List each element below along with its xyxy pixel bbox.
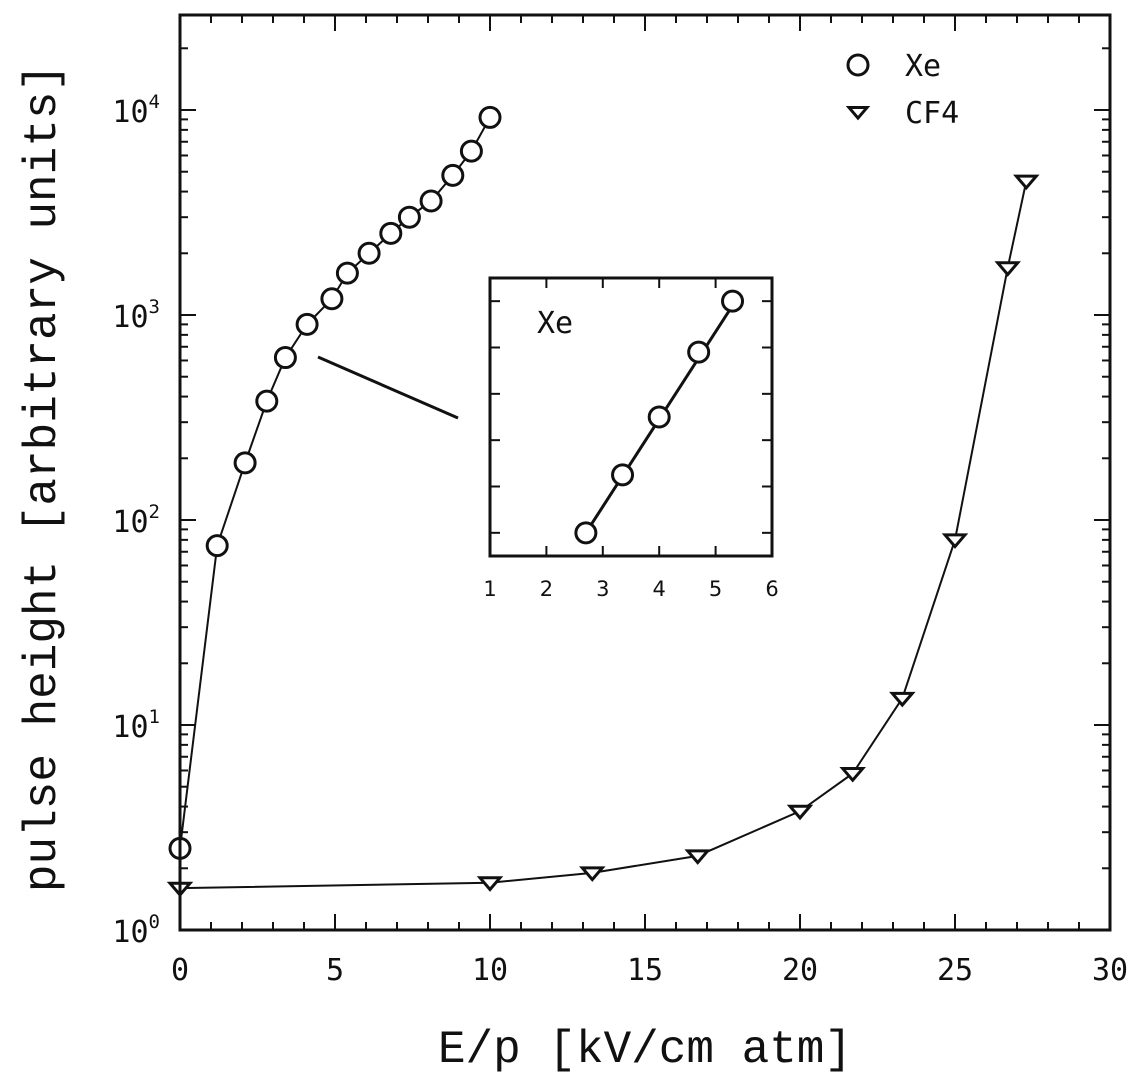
x-axis-title: E/p [kV/cm atm]: [438, 1024, 852, 1076]
xe-point: [441, 163, 465, 187]
xe-point: [255, 389, 279, 413]
plot-frame: [178, 13, 1112, 932]
xe-point: [478, 105, 502, 129]
cf4-point: [994, 261, 1021, 277]
inset-tick-labels: 1 2 3 4 5 6: [483, 577, 778, 601]
xe-point: [419, 189, 443, 213]
inset-x-tick-label: 3: [596, 577, 609, 601]
xe-point: [357, 241, 381, 265]
inset-background: [490, 278, 772, 556]
legend-label: CF4: [905, 96, 959, 131]
xe-point: [335, 261, 359, 285]
cf4-point: [579, 866, 606, 882]
inset-pointer-line: [317, 355, 459, 420]
x-tick-label: 5: [326, 953, 344, 988]
y-tick-label: 101: [112, 706, 160, 745]
legend: Xe CF4: [845, 49, 959, 131]
x-tick-label: 25: [937, 953, 973, 988]
x-tick-label: 15: [627, 953, 663, 988]
x-tick-label: 30: [1092, 953, 1128, 988]
cf4-point: [941, 533, 969, 549]
xe-point: [320, 287, 344, 311]
legend-label: Xe: [905, 49, 941, 84]
y-tick-label: 100: [112, 911, 160, 950]
inset-x-tick-label: 4: [653, 577, 666, 601]
inset-x-tick-label: 1: [483, 577, 496, 601]
legend-marker-xe: [846, 53, 870, 77]
xe-point: [295, 312, 319, 336]
xe-point: [459, 139, 483, 163]
inset-xe-point: [721, 289, 745, 313]
inset-xe-point: [611, 463, 635, 487]
inset-xe-point: [687, 340, 711, 364]
y-tick-label: 103: [112, 296, 160, 335]
cf4-point: [684, 849, 711, 865]
x-tick-label: 0: [171, 953, 189, 988]
y-tick-label: 102: [112, 501, 160, 540]
cf4-point: [1013, 174, 1040, 191]
inset-x-tick-label: 2: [540, 577, 553, 601]
legend-marker-cf4: [845, 106, 871, 121]
cf4-point: [476, 876, 504, 892]
xe-point: [233, 451, 257, 475]
x-tick-label: 10: [472, 953, 508, 988]
y-axis-title: pulse height [arbitrary units]: [17, 64, 69, 892]
inset-x-tick-label: 6: [765, 577, 778, 601]
inset-series: [574, 289, 745, 545]
cf4-point: [786, 804, 814, 821]
xe-point: [379, 221, 403, 245]
inset-title: Xe: [537, 306, 573, 341]
xe-point: [205, 534, 229, 558]
cf4-point: [839, 767, 866, 783]
inset-xe-point: [647, 405, 671, 429]
inset-x-tick-label: 5: [709, 577, 722, 601]
series-line-cf4: [179, 180, 1028, 890]
inset-frame: [488, 276, 774, 558]
inset-chart: 1 2 3 4 5 6 Xe: [483, 276, 779, 601]
xe-point: [273, 346, 297, 370]
y-tick-label: 104: [112, 91, 160, 130]
cf4-point: [889, 691, 916, 708]
main-series: [166, 105, 1040, 898]
xe-point: [397, 205, 421, 229]
inset-xe-point: [574, 521, 598, 545]
x-tick-label: 20: [782, 953, 818, 988]
